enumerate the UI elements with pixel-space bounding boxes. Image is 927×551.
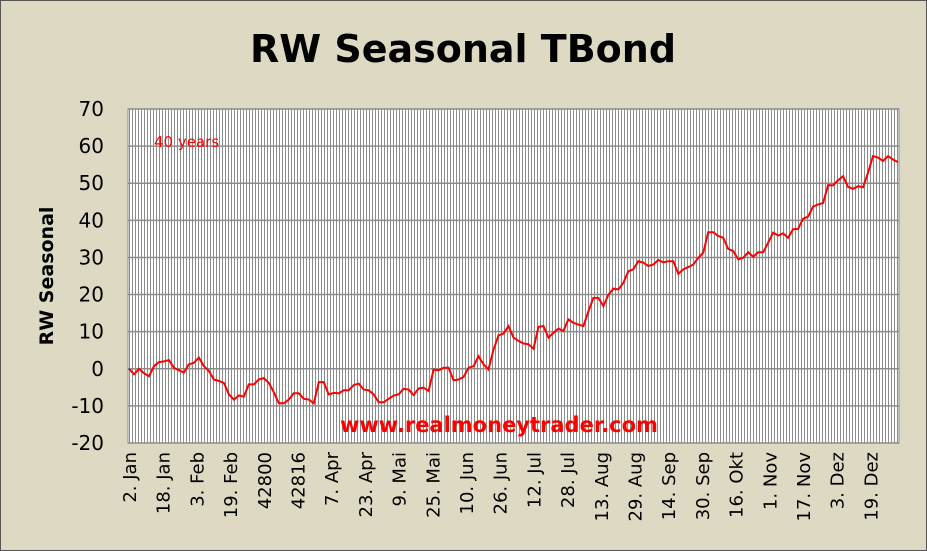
x-tick-label: 7. Apr [322,451,343,506]
y-tick-label: -10 [71,394,104,418]
y-tick-label: -20 [71,431,104,455]
y-tick-label: 10 [79,320,104,344]
y-tick-label: 50 [79,171,104,195]
x-tick-label: 16. Okt [727,452,748,518]
watermark: www.realmoneytrader.com [340,413,658,437]
y-tick-label: 60 [79,134,104,158]
x-tick-label: 13. Aug [592,452,613,522]
x-tick-label: 17. Nov [794,452,815,522]
x-tick-label: 42800 [255,452,276,509]
x-tick-label: 18. Jan [154,452,175,514]
x-tick-label: 3. Feb [187,452,208,507]
x-tick-label: 2. Jan [120,452,141,503]
x-tick-label: 23. Apr [356,451,377,517]
series-line [128,154,899,406]
x-tick-label: 9. Mai [390,452,411,506]
chart-title: RW Seasonal TBond [250,27,676,71]
y-tick-label: 40 [79,208,104,232]
x-tick-label: 3. Dez [828,452,849,509]
y-axis-label: RW Seasonal [36,207,58,346]
x-tick-label: 10. Jun [457,452,478,514]
x-tick-label: 25. Mai [423,452,444,518]
x-tick-label: 42816 [289,452,310,509]
x-tick-label: 29. Aug [626,452,647,522]
plot-area [127,108,900,444]
y-tick-label: 0 [91,357,104,381]
x-tick-label: 19. Dez [861,452,882,521]
y-tick-label: 30 [79,245,104,269]
y-tick-label: 20 [79,283,104,307]
x-tick-label: 30. Sep [693,452,714,520]
x-tick-label: 12. Jul [524,452,545,508]
x-tick-label: 26. Jun [491,452,512,514]
x-tick-label: 14. Sep [659,452,680,520]
x-tick-label: 1. Nov [760,452,781,510]
x-tick-label: 19. Feb [221,452,242,518]
x-tick-label: 28. Jul [558,452,579,508]
y-tick-label: 70 [79,97,104,121]
annotation-40-years: 40 years [154,133,219,151]
